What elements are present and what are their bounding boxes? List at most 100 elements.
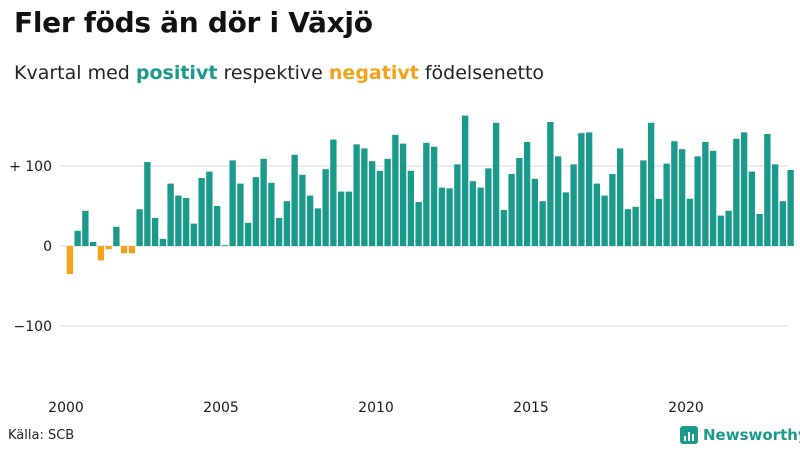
bar-2014K1 <box>500 210 508 246</box>
bar-2017K2 <box>601 195 608 246</box>
bar-2019K3 <box>671 141 678 246</box>
bar-2019K2 <box>663 163 670 246</box>
bar-2001K2 <box>105 246 112 250</box>
bar-2015K4 <box>554 156 562 246</box>
bar-2001K4 <box>120 246 128 254</box>
bar-2004K1 <box>190 223 198 246</box>
bar-2011K2 <box>415 202 422 246</box>
bar-2014K2 <box>508 174 515 246</box>
bar-2021K1 <box>717 215 725 246</box>
x-tick-label: 2015 <box>513 400 549 416</box>
bar-2015K3 <box>547 122 554 246</box>
subtitle-positive: positivt <box>135 62 218 84</box>
bar-2018K1 <box>624 209 632 246</box>
bar-2022K4 <box>771 164 779 246</box>
bar-2002K2 <box>136 209 143 246</box>
bar-2013K4 <box>492 122 500 246</box>
bar-2018K2 <box>632 206 639 246</box>
bar-2009K1 <box>345 191 353 246</box>
bar-2019K1 <box>655 198 663 246</box>
bar-2005K3 <box>237 183 244 246</box>
bar-2004K2 <box>198 178 205 246</box>
bar-2015K1 <box>531 178 539 246</box>
bar-2023K2 <box>787 170 794 246</box>
bar-2009K2 <box>353 144 360 246</box>
bar-2009K4 <box>368 161 376 246</box>
bar-2021K3 <box>733 138 740 246</box>
bar-2008K2 <box>322 169 329 246</box>
bar-2011K1 <box>407 170 415 246</box>
bar-2014K3 <box>516 158 523 246</box>
subtitle-text-3: födelsenetto <box>418 62 545 84</box>
bar-2007K3 <box>299 174 306 246</box>
bar-2000K1 <box>66 246 74 274</box>
bar-2012K3 <box>454 164 461 246</box>
bar-2015K2 <box>539 201 546 246</box>
y-tick-label: −100 <box>14 319 52 335</box>
bar-2016K1 <box>562 192 570 246</box>
bar-2010K2 <box>384 158 391 246</box>
bar-2016K3 <box>578 133 585 246</box>
chart-title: Fler föds än dör i Växjö <box>14 6 373 39</box>
bar-2012K2 <box>446 188 453 246</box>
bar-2013K3 <box>485 168 492 246</box>
newsworthy-logo-icon <box>680 426 698 444</box>
subtitle-text-2: respektive <box>217 62 329 84</box>
source-note: Källa: SCB <box>8 428 75 443</box>
bar-2006K1 <box>252 177 260 246</box>
bar-2002K4 <box>151 218 159 246</box>
bar-2003K3 <box>175 195 182 246</box>
bar-2013K2 <box>477 187 484 246</box>
bar-2007K1 <box>283 201 291 246</box>
bar-2000K3 <box>82 210 89 246</box>
bar-2019K4 <box>678 149 686 246</box>
bar-2005K4 <box>244 222 252 246</box>
bar-2022K3 <box>764 134 771 246</box>
bar-2017K3 <box>609 174 616 246</box>
y-tick-label: + 100 <box>9 159 52 175</box>
bar-2006K4 <box>275 218 283 246</box>
bar-2017K4 <box>616 148 624 246</box>
bar-2022K1 <box>748 171 756 246</box>
bar-2007K2 <box>291 154 298 246</box>
bar-2000K4 <box>89 242 97 246</box>
bar-2001K3 <box>113 226 120 246</box>
bar-2016K4 <box>585 132 593 246</box>
bar-2010K4 <box>399 143 407 246</box>
bar-2006K3 <box>268 182 275 246</box>
bar-2023K1 <box>779 201 787 246</box>
bar-2012K1 <box>438 187 446 246</box>
bar-2004K4 <box>213 206 221 246</box>
bar-2008K3 <box>330 139 337 246</box>
bar-2022K2 <box>756 214 763 246</box>
bar-2007K4 <box>306 195 314 246</box>
bar-2004K3 <box>206 171 213 246</box>
bar-2020K1 <box>686 198 694 246</box>
y-tick-label: 0 <box>43 239 52 255</box>
bar-2020K2 <box>694 156 701 246</box>
brand[interactable]: Newsworthy <box>680 426 800 444</box>
bar-2021K2 <box>725 210 732 246</box>
bar-2005K2 <box>229 160 236 246</box>
bar-2003K2 <box>167 183 174 246</box>
bar-2002K1 <box>128 246 136 254</box>
bar-2018K3 <box>640 160 647 246</box>
bar-2006K2 <box>260 158 267 246</box>
bar-2012K4 <box>461 115 469 246</box>
bar-2011K3 <box>423 142 430 246</box>
bar-2005K1 <box>221 245 229 246</box>
bar-2014K4 <box>523 142 531 246</box>
bar-2000K2 <box>74 230 81 246</box>
subtitle-text-1: Kvartal med <box>14 62 136 84</box>
subtitle-negative: negativt <box>328 62 419 84</box>
bar-2010K3 <box>392 134 399 246</box>
bar-2021K4 <box>740 132 748 246</box>
bar-2003K1 <box>159 238 167 246</box>
bar-2002K3 <box>144 162 151 246</box>
bar-2008K4 <box>337 191 345 246</box>
bar-2008K1 <box>314 208 322 246</box>
bar-2020K4 <box>709 150 717 246</box>
x-tick-label: 2020 <box>668 400 704 416</box>
bar-2011K4 <box>430 146 438 246</box>
